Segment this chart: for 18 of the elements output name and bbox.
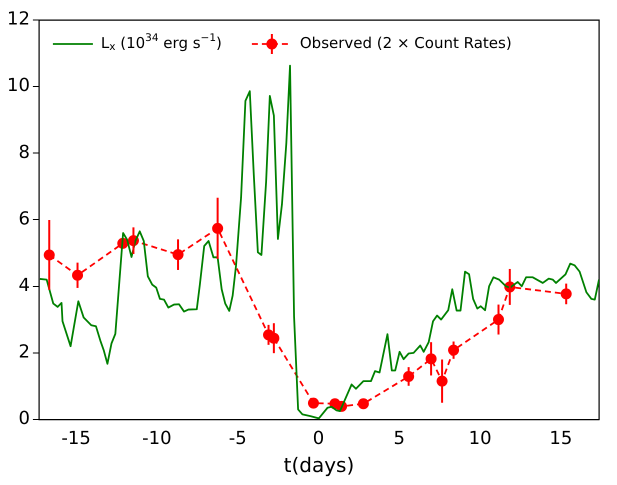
y-tick-label: 0 [18,408,30,430]
y-tick-label: 10 [7,75,30,96]
y-tick-label: 2 [18,342,30,363]
x-tick-label: 0 [312,428,324,449]
x-tick-label: 10 [468,428,492,449]
x-tick-label: 15 [549,428,572,449]
point [358,398,369,410]
x-tick-label: 5 [394,428,405,449]
legend-label: Observed (2 × Count Rates) [300,34,512,52]
point [308,398,319,409]
x-tick-label: -15 [61,428,91,449]
x-axis-title: t(days) [284,453,354,478]
x-tick-label: -5 [228,428,247,449]
y-tick-label: 8 [18,142,30,163]
y-tick-label: 12 [7,8,30,30]
x-tick-label: -10 [142,428,172,449]
y-tick-label: 4 [18,274,30,296]
y-tick-label: 6 [18,208,30,230]
